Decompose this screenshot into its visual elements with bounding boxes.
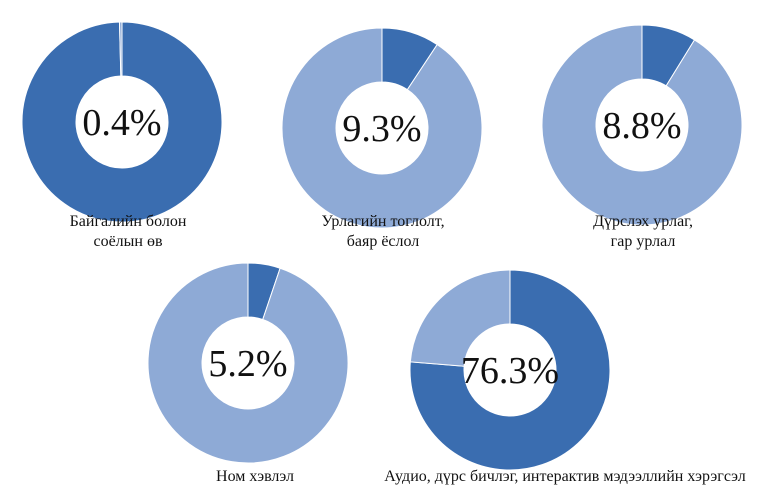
donut-1-center-label: 0.4% (82, 102, 161, 144)
donut-4-center-label: 5.2% (208, 343, 287, 385)
donut-2-caption-line-2: баяр ёслол (347, 233, 420, 250)
donut-chart-3: 8.8% Дүрслэх урлаг, гар урлал (541, 24, 743, 250)
donut-4-caption-line-1: Ном хэвлэл (216, 468, 294, 485)
donut-1-hole (76, 76, 168, 168)
donut-2-center-label: 9.3% (342, 108, 421, 150)
donut-5-caption-line-1: Аудио, дүрс бичлэг, интерактив мэдээллий… (384, 468, 745, 485)
donut-3-caption-line-2: гар урлал (611, 233, 676, 250)
donut-5-hole (464, 324, 556, 416)
donut-chart-5: 76.3% Аудио, дүрс бичлэг, интерактив мэдэ… (384, 269, 746, 485)
donut-3-center-label: 8.8% (602, 105, 681, 147)
donut-4-hole (202, 317, 294, 409)
donut-2-caption-line-1: Урлагийн тоглолт, (321, 213, 444, 230)
donut-3-hole (596, 79, 688, 171)
donut-3-caption-line-1: Дүрслэх урлаг, (593, 213, 693, 230)
donut-2-hole (336, 82, 428, 174)
donut-chart-1: 0.4% Байгалийн болон соёлын өв (21, 21, 223, 250)
donut-chart-4: 5.2% Ном хэвлэл (147, 262, 349, 485)
donut-1-caption-line-2: соёлын өв (93, 233, 163, 250)
donut-chart-2: 9.3% Урлагийн тоглолт, баяр ёслол (281, 27, 483, 250)
donut-1-caption-line-1: Байгалийн болон (70, 213, 187, 230)
donut-5-center-label: 76.3% (461, 350, 559, 392)
